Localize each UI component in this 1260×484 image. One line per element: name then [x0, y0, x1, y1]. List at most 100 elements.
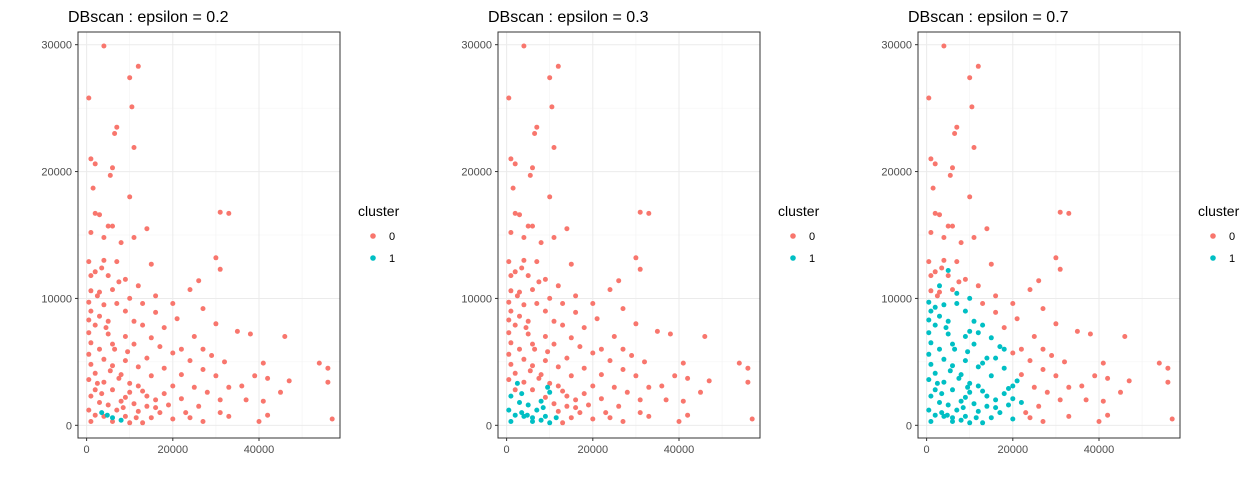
- data-point: [939, 265, 945, 271]
- y-tick-label: 30000: [881, 40, 912, 52]
- y-tick-label: 0: [486, 420, 492, 432]
- data-point: [187, 415, 193, 421]
- data-point: [1023, 410, 1029, 416]
- data-point: [99, 265, 105, 271]
- x-tick-label: 20000: [998, 444, 1029, 456]
- data-point: [958, 398, 964, 404]
- data-point: [555, 408, 561, 414]
- data-point: [545, 384, 551, 390]
- data-point: [973, 415, 979, 421]
- data-point: [217, 410, 223, 416]
- data-point: [217, 397, 223, 403]
- data-point: [191, 384, 197, 390]
- data-point: [932, 210, 938, 216]
- data-point: [967, 295, 973, 301]
- data-point: [512, 269, 518, 275]
- data-point: [1010, 416, 1016, 422]
- data-point: [187, 287, 193, 293]
- data-point: [127, 380, 133, 386]
- data-point: [672, 373, 678, 379]
- data-point: [932, 412, 938, 418]
- data-point: [243, 397, 249, 403]
- y-tick-label: 30000: [461, 40, 492, 52]
- data-point: [980, 322, 986, 328]
- data-point: [549, 104, 555, 110]
- x-tick-label: 0: [504, 444, 510, 456]
- data-point: [1057, 397, 1063, 403]
- data-point: [928, 156, 934, 162]
- data-point: [926, 317, 932, 323]
- data-point: [1014, 378, 1020, 384]
- data-point: [568, 415, 574, 421]
- data-point: [941, 413, 947, 419]
- data-point: [620, 346, 626, 352]
- data-point: [532, 346, 538, 352]
- data-point: [157, 410, 163, 416]
- chart-title: DBscan : epsilon = 0.2: [68, 9, 229, 26]
- data-point: [1001, 365, 1007, 371]
- data-point: [620, 306, 626, 312]
- data-point: [954, 290, 960, 296]
- data-point: [131, 235, 137, 240]
- data-point: [105, 223, 111, 229]
- data-point: [960, 405, 966, 411]
- data-point: [573, 397, 579, 403]
- data-point: [542, 394, 548, 400]
- data-point: [226, 413, 232, 419]
- data-point: [105, 318, 111, 324]
- data-point: [213, 373, 219, 379]
- data-point: [514, 380, 520, 386]
- data-point: [530, 165, 535, 171]
- data-point: [530, 415, 535, 421]
- data-point: [680, 360, 686, 366]
- data-point: [118, 240, 124, 246]
- data-point: [127, 389, 133, 395]
- y-tick-label: 20000: [881, 167, 912, 179]
- data-point: [153, 309, 159, 315]
- data-point: [962, 394, 968, 400]
- data-point: [560, 301, 566, 306]
- data-point: [934, 293, 940, 299]
- data-point: [170, 350, 176, 356]
- data-point: [329, 416, 335, 422]
- data-point: [239, 383, 245, 389]
- data-point: [573, 293, 579, 299]
- data-point: [157, 344, 163, 350]
- data-point: [659, 383, 665, 389]
- data-point: [122, 394, 128, 400]
- data-point: [745, 365, 751, 371]
- data-point: [975, 364, 981, 370]
- data-point: [551, 341, 557, 347]
- data-point: [568, 261, 574, 267]
- data-point: [993, 293, 999, 299]
- data-point: [196, 403, 202, 409]
- data-point: [534, 301, 540, 306]
- data-point: [1031, 334, 1037, 339]
- data-point: [178, 372, 184, 378]
- data-point: [153, 405, 159, 411]
- data-point: [975, 330, 981, 336]
- scatter-panel-3: DBscan : epsilon = 0.7 0 20000 40000 0 10000 2…: [881, 9, 1239, 456]
- data-point: [607, 358, 613, 364]
- data-point: [932, 304, 938, 310]
- data-point: [521, 43, 527, 49]
- data-point: [646, 413, 652, 419]
- data-point: [971, 341, 977, 347]
- data-point: [508, 361, 514, 367]
- data-point: [114, 259, 120, 265]
- data-point: [1001, 391, 1007, 397]
- data-point: [993, 355, 999, 361]
- data-point: [967, 420, 973, 426]
- data-point: [506, 377, 512, 383]
- data-point: [980, 388, 986, 394]
- data-point: [508, 156, 514, 162]
- data-point: [620, 367, 626, 372]
- data-point: [508, 393, 514, 399]
- data-point: [200, 367, 206, 372]
- data-point: [508, 308, 514, 314]
- data-point: [945, 402, 951, 408]
- data-point: [934, 380, 940, 386]
- data-point: [1044, 389, 1050, 395]
- data-point: [926, 377, 932, 383]
- data-point: [122, 334, 128, 339]
